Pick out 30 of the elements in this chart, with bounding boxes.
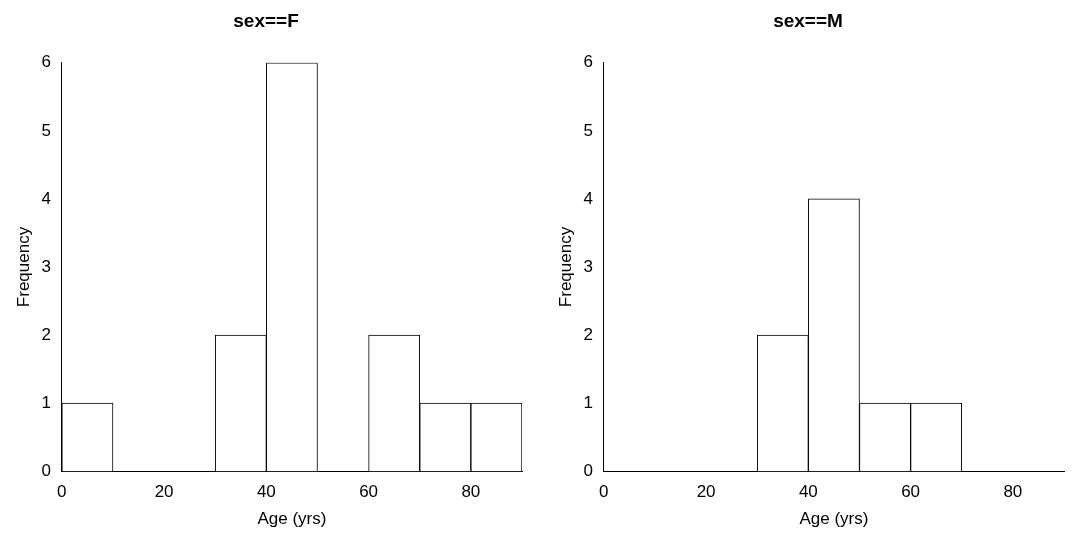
chart-title: sex==M [773, 9, 843, 31]
y-tick-label: 0 [583, 460, 593, 480]
y-tick-label: 2 [41, 324, 51, 344]
y-axis-title: Frequency [13, 226, 33, 308]
x-tick-label: 0 [57, 482, 67, 502]
x-tick-label: 40 [798, 482, 818, 502]
y-tick-label: 5 [41, 120, 51, 140]
y-tick-label: 2 [583, 324, 593, 344]
x-tick-label: 0 [599, 482, 609, 502]
y-tick-label: 1 [41, 392, 51, 412]
chart-title: sex==F [233, 9, 299, 31]
y-tick-label: 4 [41, 188, 51, 208]
x-tick-label: 60 [901, 482, 921, 502]
x-tick-label: 20 [696, 482, 716, 502]
y-tick-label: 1 [583, 392, 593, 412]
y-tick-label: 4 [583, 188, 593, 208]
y-tick-label: 6 [41, 52, 51, 72]
x-tick-label: 80 [1003, 482, 1023, 502]
y-tick-label: 5 [583, 120, 593, 140]
x-tick-label: 60 [359, 482, 379, 502]
x-tick-label: 80 [461, 482, 481, 502]
y-tick-label: 6 [583, 52, 593, 72]
y-tick-label: 3 [583, 256, 593, 276]
y-axis-title: Frequency [555, 226, 575, 308]
x-axis-title: Age (yrs) [799, 509, 869, 529]
x-axis-title: Age (yrs) [257, 509, 327, 529]
x-tick-label: 20 [154, 482, 174, 502]
x-tick-label: 40 [256, 482, 276, 502]
y-tick-label: 0 [41, 460, 51, 480]
y-tick-label: 3 [41, 256, 51, 276]
